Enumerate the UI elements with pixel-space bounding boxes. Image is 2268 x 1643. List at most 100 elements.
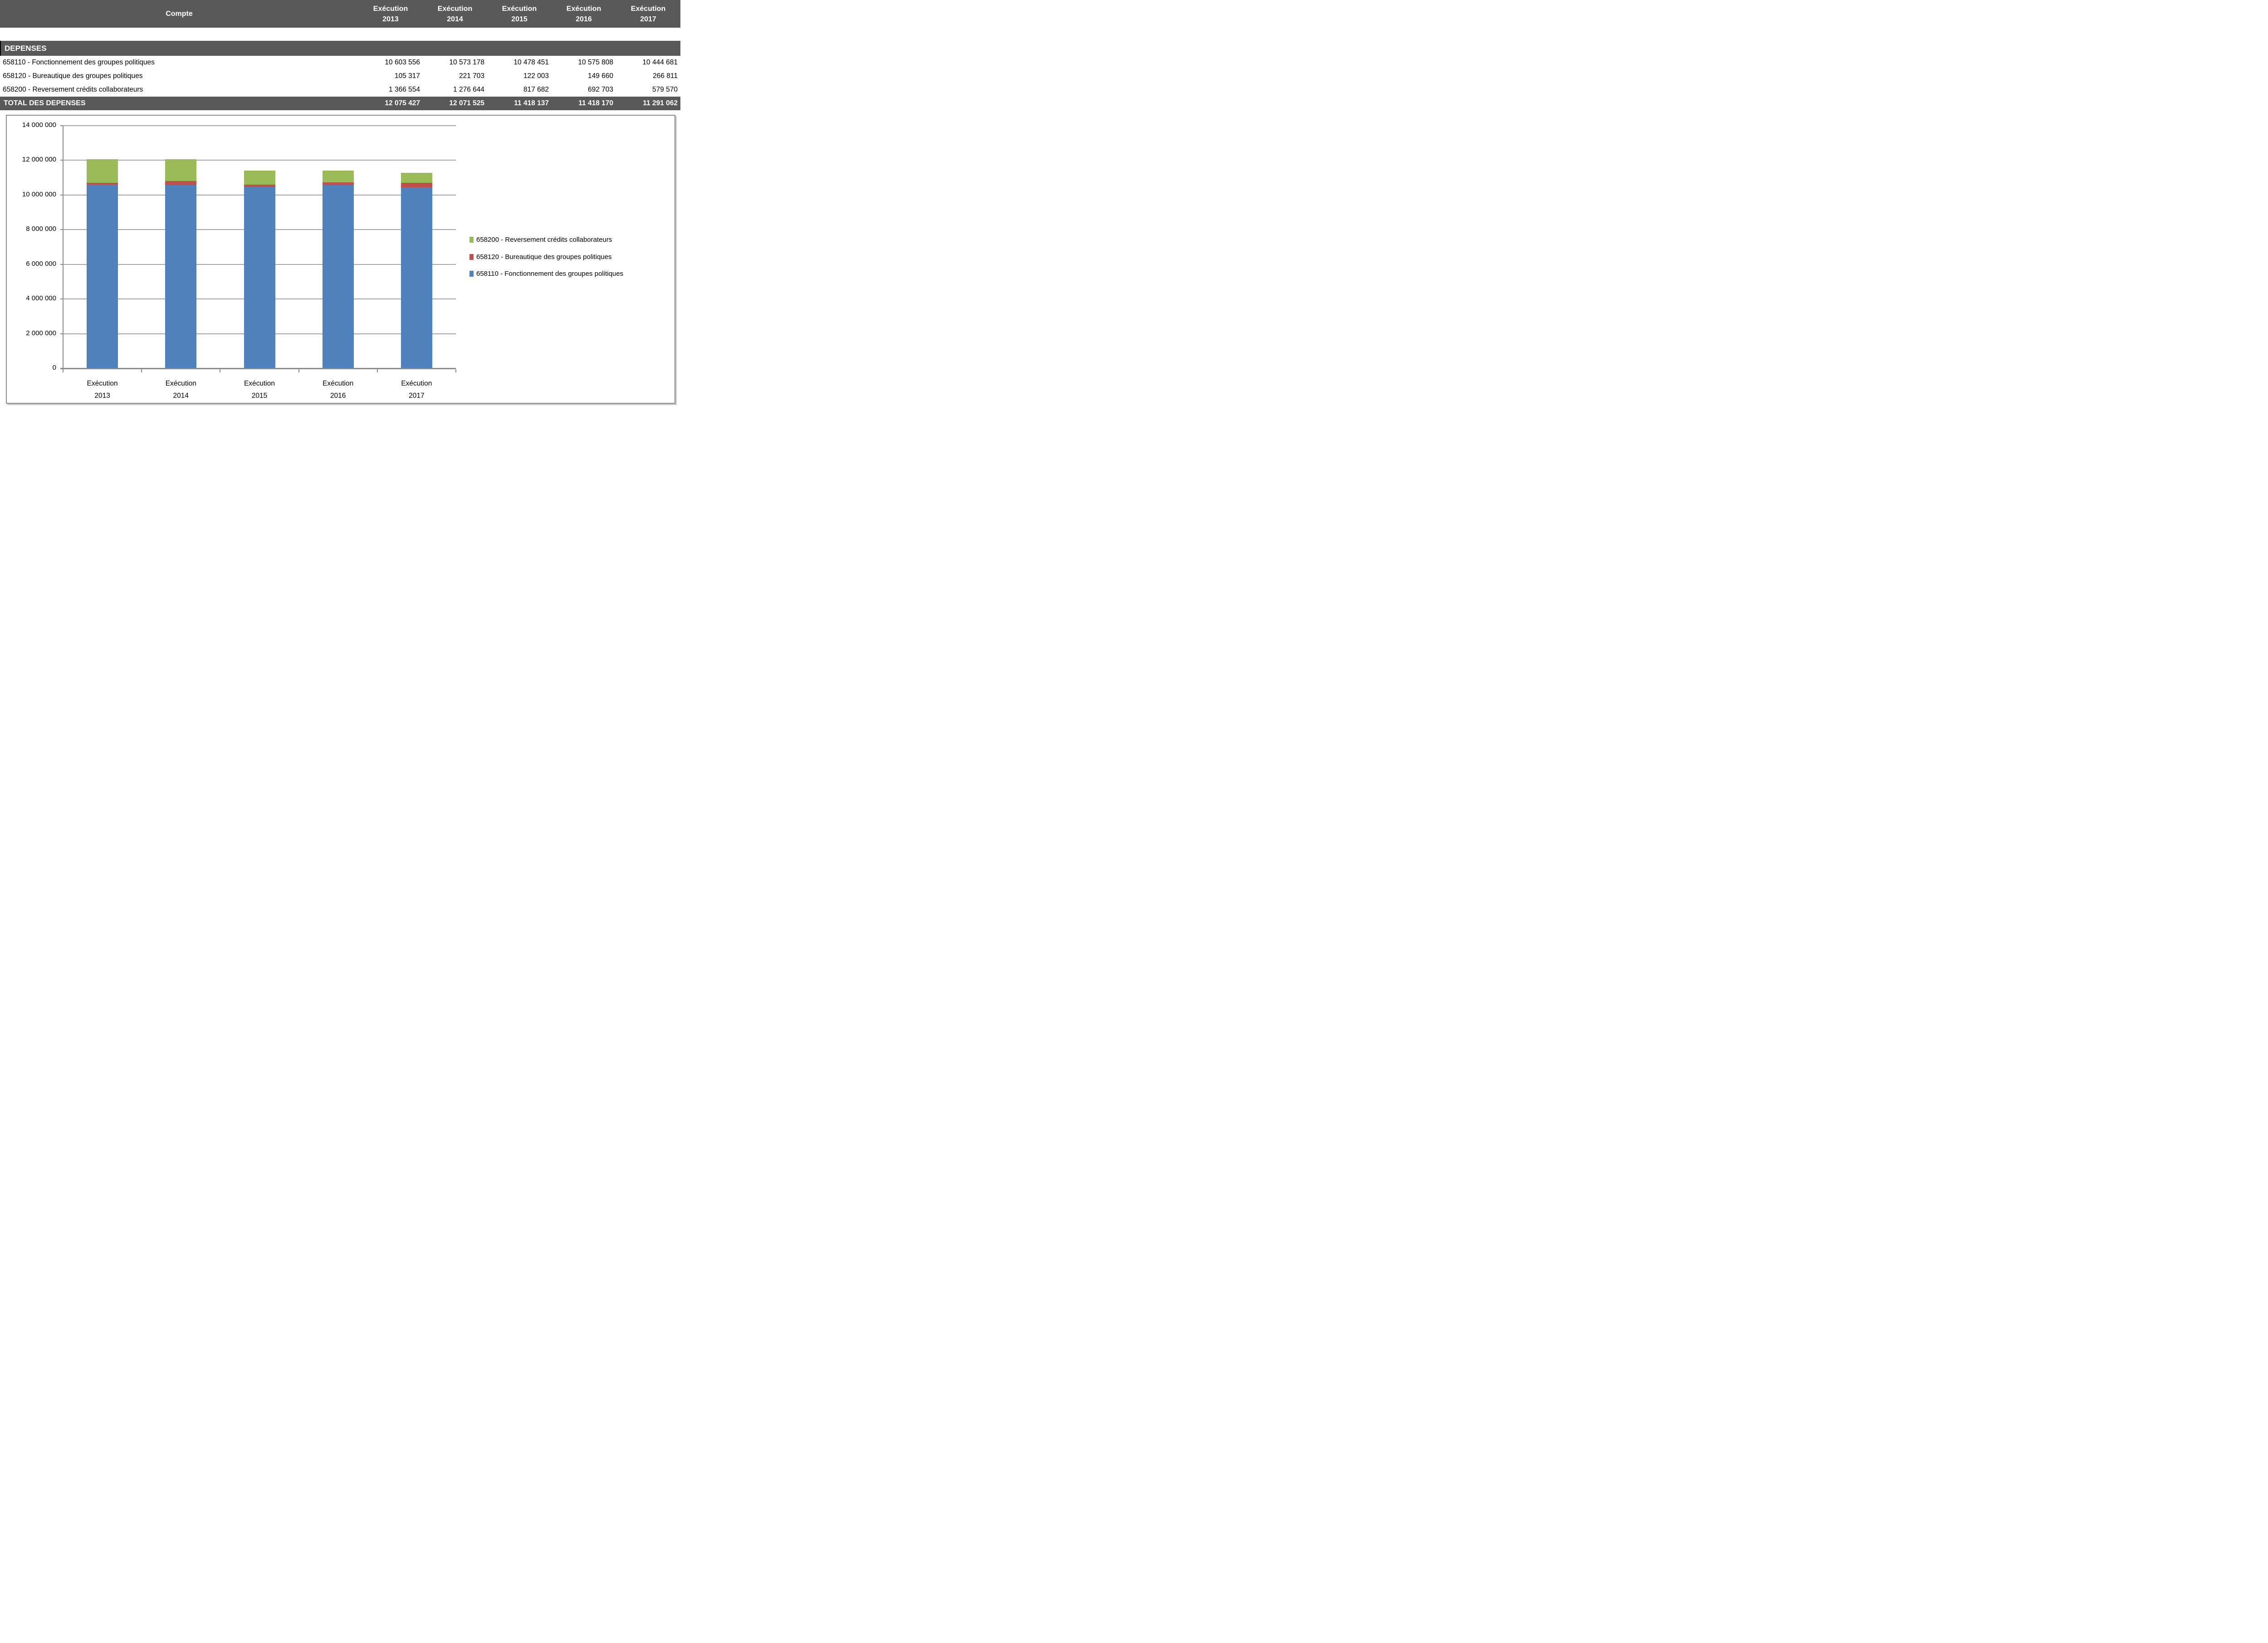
y-gridline — [63, 125, 456, 126]
bar-2015-658200 — [244, 170, 275, 185]
x-axis-tick — [376, 369, 378, 372]
total-value: 11 291 062 — [643, 99, 678, 107]
cell-value: 10 573 178 — [449, 59, 484, 66]
bar-2017-658200 — [401, 172, 432, 183]
y-axis-label: 10 000 000 — [22, 190, 56, 198]
legend-item: 658110 - Fonctionnement des groupes poli… — [469, 270, 623, 278]
bar-2016-658120 — [322, 182, 354, 185]
cell-value: 692 703 — [587, 86, 613, 93]
header-line2: 2013 — [382, 15, 399, 23]
y-axis-line — [63, 126, 64, 369]
row-label: 658110 - Fonctionnement des groupes poli… — [3, 59, 155, 66]
legend-label: 658200 - Reversement crédits collaborate… — [476, 236, 612, 244]
x-category-label: Exécution 2015 — [244, 380, 275, 400]
y-axis-tick — [60, 194, 63, 196]
x-category-label: Exécution 2016 — [323, 380, 354, 400]
y-axis-tick — [60, 229, 63, 230]
bar-2014-658120 — [165, 181, 197, 185]
x-axis-tick — [455, 369, 456, 372]
bar-2013-658200 — [87, 159, 118, 183]
y-axis-label: 2 000 000 — [26, 329, 56, 337]
y-axis-label: 6 000 000 — [26, 259, 56, 268]
cell-value: 10 575 808 — [578, 59, 613, 66]
cell-value: 149 660 — [587, 72, 613, 80]
header-compte: Compte — [166, 10, 193, 18]
bar-2014-658110 — [165, 185, 197, 368]
total-value: 11 418 170 — [578, 99, 613, 107]
legend-label: 658110 - Fonctionnement des groupes poli… — [476, 270, 624, 278]
cell-value: 1 366 554 — [389, 86, 420, 93]
total-value: 12 071 525 — [449, 99, 484, 107]
bar-2016-658200 — [322, 170, 354, 183]
budget-report-page: Compte Exécution 2013 Exécution 2014 Exé… — [0, 0, 680, 411]
row-label: 658120 - Bureautique des groupes politiq… — [3, 72, 143, 80]
legend-swatch — [469, 271, 474, 277]
header-line2: 2014 — [447, 15, 463, 23]
cell-value: 10 603 556 — [385, 59, 420, 66]
header-exec-2014: Exécution 2014 — [423, 0, 487, 28]
cell-value: 579 570 — [652, 86, 678, 93]
y-axis-label: 14 000 000 — [22, 121, 56, 129]
legend-swatch — [469, 254, 474, 260]
table-row-658110: 658110 - Fonctionnement des groupes poli… — [0, 56, 680, 69]
y-axis-label: 0 — [52, 364, 56, 372]
bar-2015-658120 — [244, 184, 275, 187]
bar-2017-658110 — [401, 187, 432, 368]
table-row-total: TOTAL DES DEPENSES 12 075 427 12 071 525… — [0, 97, 680, 110]
section-depenses: DEPENSES — [0, 41, 680, 56]
y-axis-tick — [60, 125, 63, 126]
header-line2: 2015 — [511, 15, 528, 23]
total-label: TOTAL DES DEPENSES — [4, 99, 86, 107]
header-exec-2016: Exécution 2016 — [552, 0, 616, 28]
legend-swatch — [469, 237, 474, 243]
header-line1: Exécution — [437, 5, 473, 13]
spacer-row — [0, 28, 680, 41]
x-category-label: Exécution 2017 — [401, 380, 432, 400]
header-line1: Exécution — [566, 5, 601, 13]
y-axis-tick — [60, 160, 63, 161]
cell-value: 1 276 644 — [453, 86, 484, 93]
header-line1: Exécution — [631, 5, 666, 13]
y-axis-label: 8 000 000 — [26, 225, 56, 233]
x-axis-tick — [63, 369, 64, 372]
cell-value: 266 811 — [653, 72, 678, 80]
header-exec-2017: Exécution 2017 — [616, 0, 680, 28]
header-line2: 2016 — [576, 15, 592, 23]
x-axis-tick — [141, 369, 142, 372]
bar-2016-658110 — [322, 185, 354, 368]
legend-item: 658200 - Reversement crédits collaborate… — [469, 236, 612, 244]
legend-item: 658120 - Bureautique des groupes politiq… — [469, 253, 612, 261]
bar-2013-658110 — [87, 184, 118, 368]
total-value: 11 418 137 — [514, 99, 549, 107]
y-axis-label: 4 000 000 — [26, 294, 56, 303]
cell-value: 221 703 — [459, 72, 484, 80]
header-line1: Exécution — [373, 5, 408, 13]
header-exec-2013: Exécution 2013 — [358, 0, 423, 28]
header-line2: 2017 — [640, 15, 656, 23]
cell-value: 122 003 — [523, 72, 549, 80]
table-header-row: Compte Exécution 2013 Exécution 2014 Exé… — [0, 0, 680, 28]
cell-value: 10 478 451 — [513, 59, 549, 66]
header-line1: Exécution — [502, 5, 537, 13]
legend-label: 658120 - Bureautique des groupes politiq… — [476, 253, 612, 261]
total-value: 12 075 427 — [385, 99, 420, 107]
y-axis-tick — [60, 264, 63, 265]
y-axis-tick — [60, 333, 63, 334]
header-exec-2015: Exécution 2015 — [487, 0, 552, 28]
bar-2013-658120 — [87, 182, 118, 185]
stacked-bar-chart: 0 2 000 000 4 000 000 6 000 000 8 000 000 10 … — [6, 115, 675, 404]
table-row-658120: 658120 - Bureautique des groupes politiq… — [0, 69, 680, 83]
cell-value: 10 444 681 — [642, 59, 678, 66]
y-axis-tick — [60, 298, 63, 300]
table-row-658200: 658200 - Reversement crédits collaborate… — [0, 83, 680, 97]
bar-2014-658200 — [165, 159, 197, 181]
y-axis-label: 12 000 000 — [22, 156, 56, 164]
row-label: 658200 - Reversement crédits collaborate… — [3, 86, 143, 93]
x-axis-tick — [298, 369, 299, 372]
section-label: DEPENSES — [5, 44, 47, 53]
cell-value: 817 682 — [523, 86, 549, 93]
y-gridline — [63, 160, 456, 161]
x-category-label: Exécution 2014 — [165, 380, 196, 400]
bar-2015-658110 — [244, 186, 275, 368]
cell-value: 105 317 — [394, 72, 420, 80]
